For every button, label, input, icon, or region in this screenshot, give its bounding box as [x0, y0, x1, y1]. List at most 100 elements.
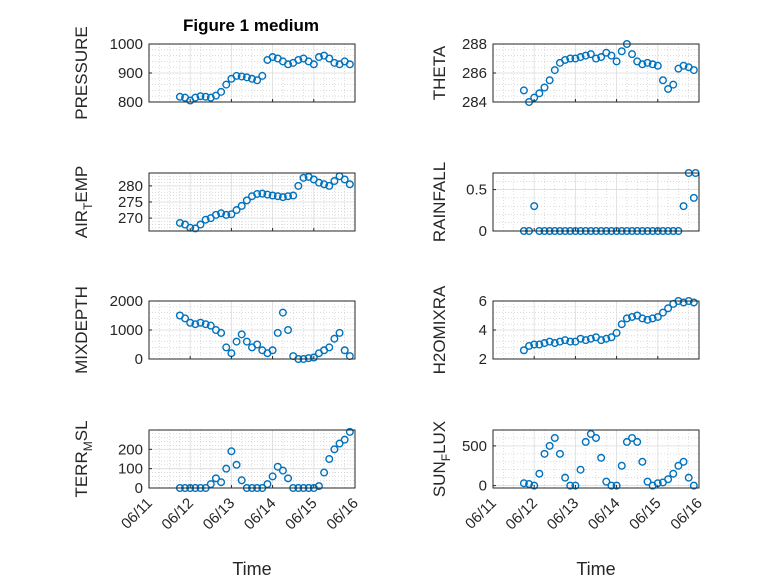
- y-tick-label: 286: [462, 65, 487, 82]
- data-point: [576, 465, 585, 474]
- axes-box: [492, 429, 700, 489]
- data-point: [227, 447, 236, 456]
- data-point: [278, 193, 287, 202]
- x-tick-label: 06/15: [282, 495, 321, 534]
- data-point: [268, 191, 277, 200]
- y-tick-label: 1000: [110, 322, 143, 339]
- y-tick-label: 800: [118, 94, 143, 111]
- data-point: [237, 330, 246, 339]
- data-point: [263, 480, 272, 489]
- data-point: [330, 334, 339, 343]
- axes-background: [149, 430, 355, 488]
- data-point: [227, 210, 236, 219]
- data-point: [540, 339, 549, 348]
- x-tick-label: 06/12: [158, 495, 197, 534]
- data-point: [602, 334, 611, 343]
- data-point: [571, 54, 580, 63]
- y-tick-label: 900: [118, 65, 143, 82]
- data-point: [211, 210, 220, 219]
- x-tick-label: 06/14: [585, 495, 624, 534]
- data-point: [320, 468, 329, 477]
- data-point: [314, 482, 323, 491]
- x-tick-label: 06/12: [502, 495, 541, 534]
- data-point: [622, 314, 631, 323]
- data-point: [540, 449, 549, 458]
- data-point: [622, 437, 631, 446]
- data-point: [335, 439, 344, 448]
- data-point: [201, 92, 210, 101]
- axes-box: [148, 429, 356, 489]
- data-point: [284, 192, 293, 201]
- data-point: [540, 83, 549, 92]
- data-point: [325, 343, 334, 352]
- data-point: [253, 189, 262, 198]
- data-point: [335, 328, 344, 337]
- data-point: [679, 457, 688, 466]
- data-point: [217, 478, 226, 487]
- x-tick-label: 06/11: [462, 495, 500, 533]
- data-point: [196, 92, 205, 101]
- data-point: [617, 47, 626, 56]
- data-point: [309, 60, 318, 69]
- data-point: [519, 86, 528, 95]
- data-point: [330, 177, 339, 186]
- y-tick-label: 6: [479, 293, 487, 310]
- data-point: [196, 220, 205, 229]
- data-point: [576, 334, 585, 343]
- figure-title: Figure 1 medium: [183, 16, 319, 35]
- data-point: [571, 481, 580, 490]
- x-tick-label: 06/13: [200, 495, 239, 534]
- data-point: [535, 89, 544, 98]
- data-point: [278, 466, 287, 475]
- data-point: [530, 202, 539, 211]
- data-point: [689, 66, 698, 75]
- data-point: [607, 333, 616, 342]
- x-tick-label: 06/11: [118, 495, 156, 533]
- data-point: [325, 54, 334, 63]
- data-point: [237, 201, 246, 210]
- data-point: [648, 314, 657, 323]
- data-point: [325, 181, 334, 190]
- subplot-2: 284 286 288 THETA: [430, 36, 700, 111]
- subplot-7: 0 100 200 TERRMSL 06/11 06/12 06/13 06/14 06/15 0…: [72, 420, 362, 579]
- data-point: [284, 474, 293, 483]
- data-point: [664, 304, 673, 313]
- data-point: [237, 476, 246, 485]
- y-axis-label: MIXDEPTH: [72, 286, 91, 374]
- y-tick-label: 2000: [110, 293, 143, 310]
- data-point: [325, 455, 334, 464]
- data-point: [643, 477, 652, 486]
- data-point: [175, 92, 184, 101]
- data-point: [258, 189, 267, 198]
- data-point: [602, 477, 611, 486]
- data-point: [191, 320, 200, 329]
- data-point: [268, 346, 277, 355]
- data-point: [679, 61, 688, 70]
- y-axis-label: PRESSURE: [72, 26, 91, 120]
- data-point: [592, 54, 601, 63]
- x-tick-label: 06/16: [323, 495, 362, 534]
- x-tick-label: 06/13: [544, 495, 583, 534]
- data-point: [345, 427, 354, 436]
- data-point: [648, 60, 657, 69]
- data-point: [330, 445, 339, 454]
- data-point: [206, 480, 215, 489]
- data-point: [278, 308, 287, 317]
- data-point: [612, 57, 621, 66]
- y-tick-label: 100: [118, 461, 143, 478]
- data-point: [201, 320, 210, 329]
- data-point: [664, 475, 673, 484]
- data-point: [222, 464, 231, 473]
- data-point: [561, 473, 570, 482]
- data-point: [206, 93, 215, 102]
- data-point: [535, 469, 544, 478]
- data-point: [633, 437, 642, 446]
- data-point: [273, 328, 282, 337]
- data-point: [247, 74, 256, 83]
- data-point: [237, 72, 246, 81]
- y-tick-label: 2: [479, 351, 487, 368]
- y-tick-label: 284: [462, 94, 487, 111]
- x-axis-label: Time: [232, 559, 271, 579]
